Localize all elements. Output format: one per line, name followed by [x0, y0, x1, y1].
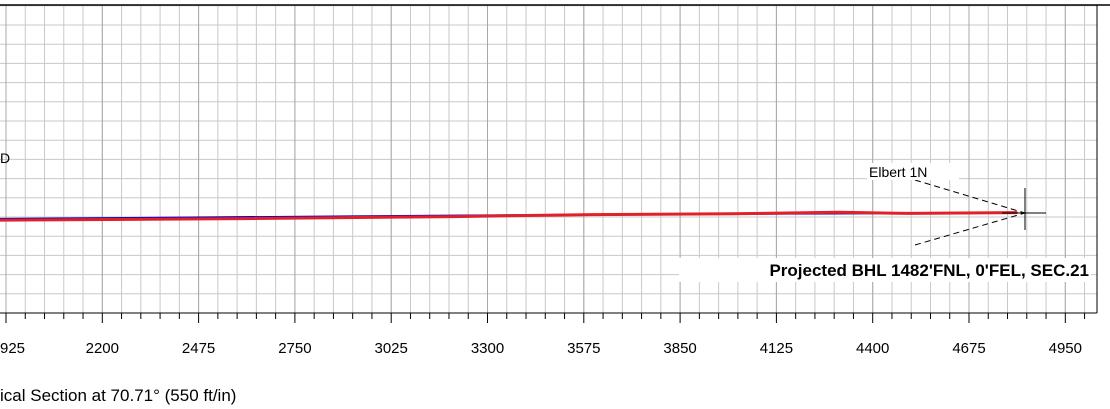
x-tick-label: 2200 [86, 340, 119, 357]
series-line-actual [0, 210, 1018, 222]
x-axis-title: ical Section at 70.71° (550 ft/in) [0, 386, 237, 405]
x-tick-label: 4125 [760, 340, 793, 357]
x-tick-label: 2475 [182, 340, 215, 357]
chart-annotations: D Elbert 1N Projected BHL 1482'FNL, 0'FE… [0, 150, 1091, 282]
x-tick-label: 4400 [856, 340, 889, 357]
target-name-label-bg [867, 163, 959, 180]
target-leader-upper [914, 179, 1026, 214]
x-axis-tick-labels: 925 2200 2475 2750 3025 3300 3575 3850 4125 4400 4… [0, 340, 1082, 357]
bhl-label-bg [679, 258, 1091, 282]
x-tick-label: 3575 [567, 340, 600, 357]
x-tick-label: 4950 [1049, 340, 1082, 357]
x-tick-label: 4675 [952, 340, 985, 357]
target-leader-lower [914, 212, 1026, 246]
well-paths [0, 210, 1018, 222]
x-tick-label: 2750 [278, 340, 311, 357]
x-tick-label: 3300 [471, 340, 504, 357]
x-tick-label: 3850 [663, 340, 696, 357]
x-axis-ticks [5, 313, 1086, 323]
target-name-label: Elbert 1N [869, 164, 927, 180]
x-tick-label: 3025 [375, 340, 408, 357]
x-tick-label: 925 [0, 340, 25, 357]
partial-label-d: D [0, 150, 10, 166]
bhl-label: Projected BHL 1482'FNL, 0'FEL, SEC.21 [769, 261, 1089, 280]
